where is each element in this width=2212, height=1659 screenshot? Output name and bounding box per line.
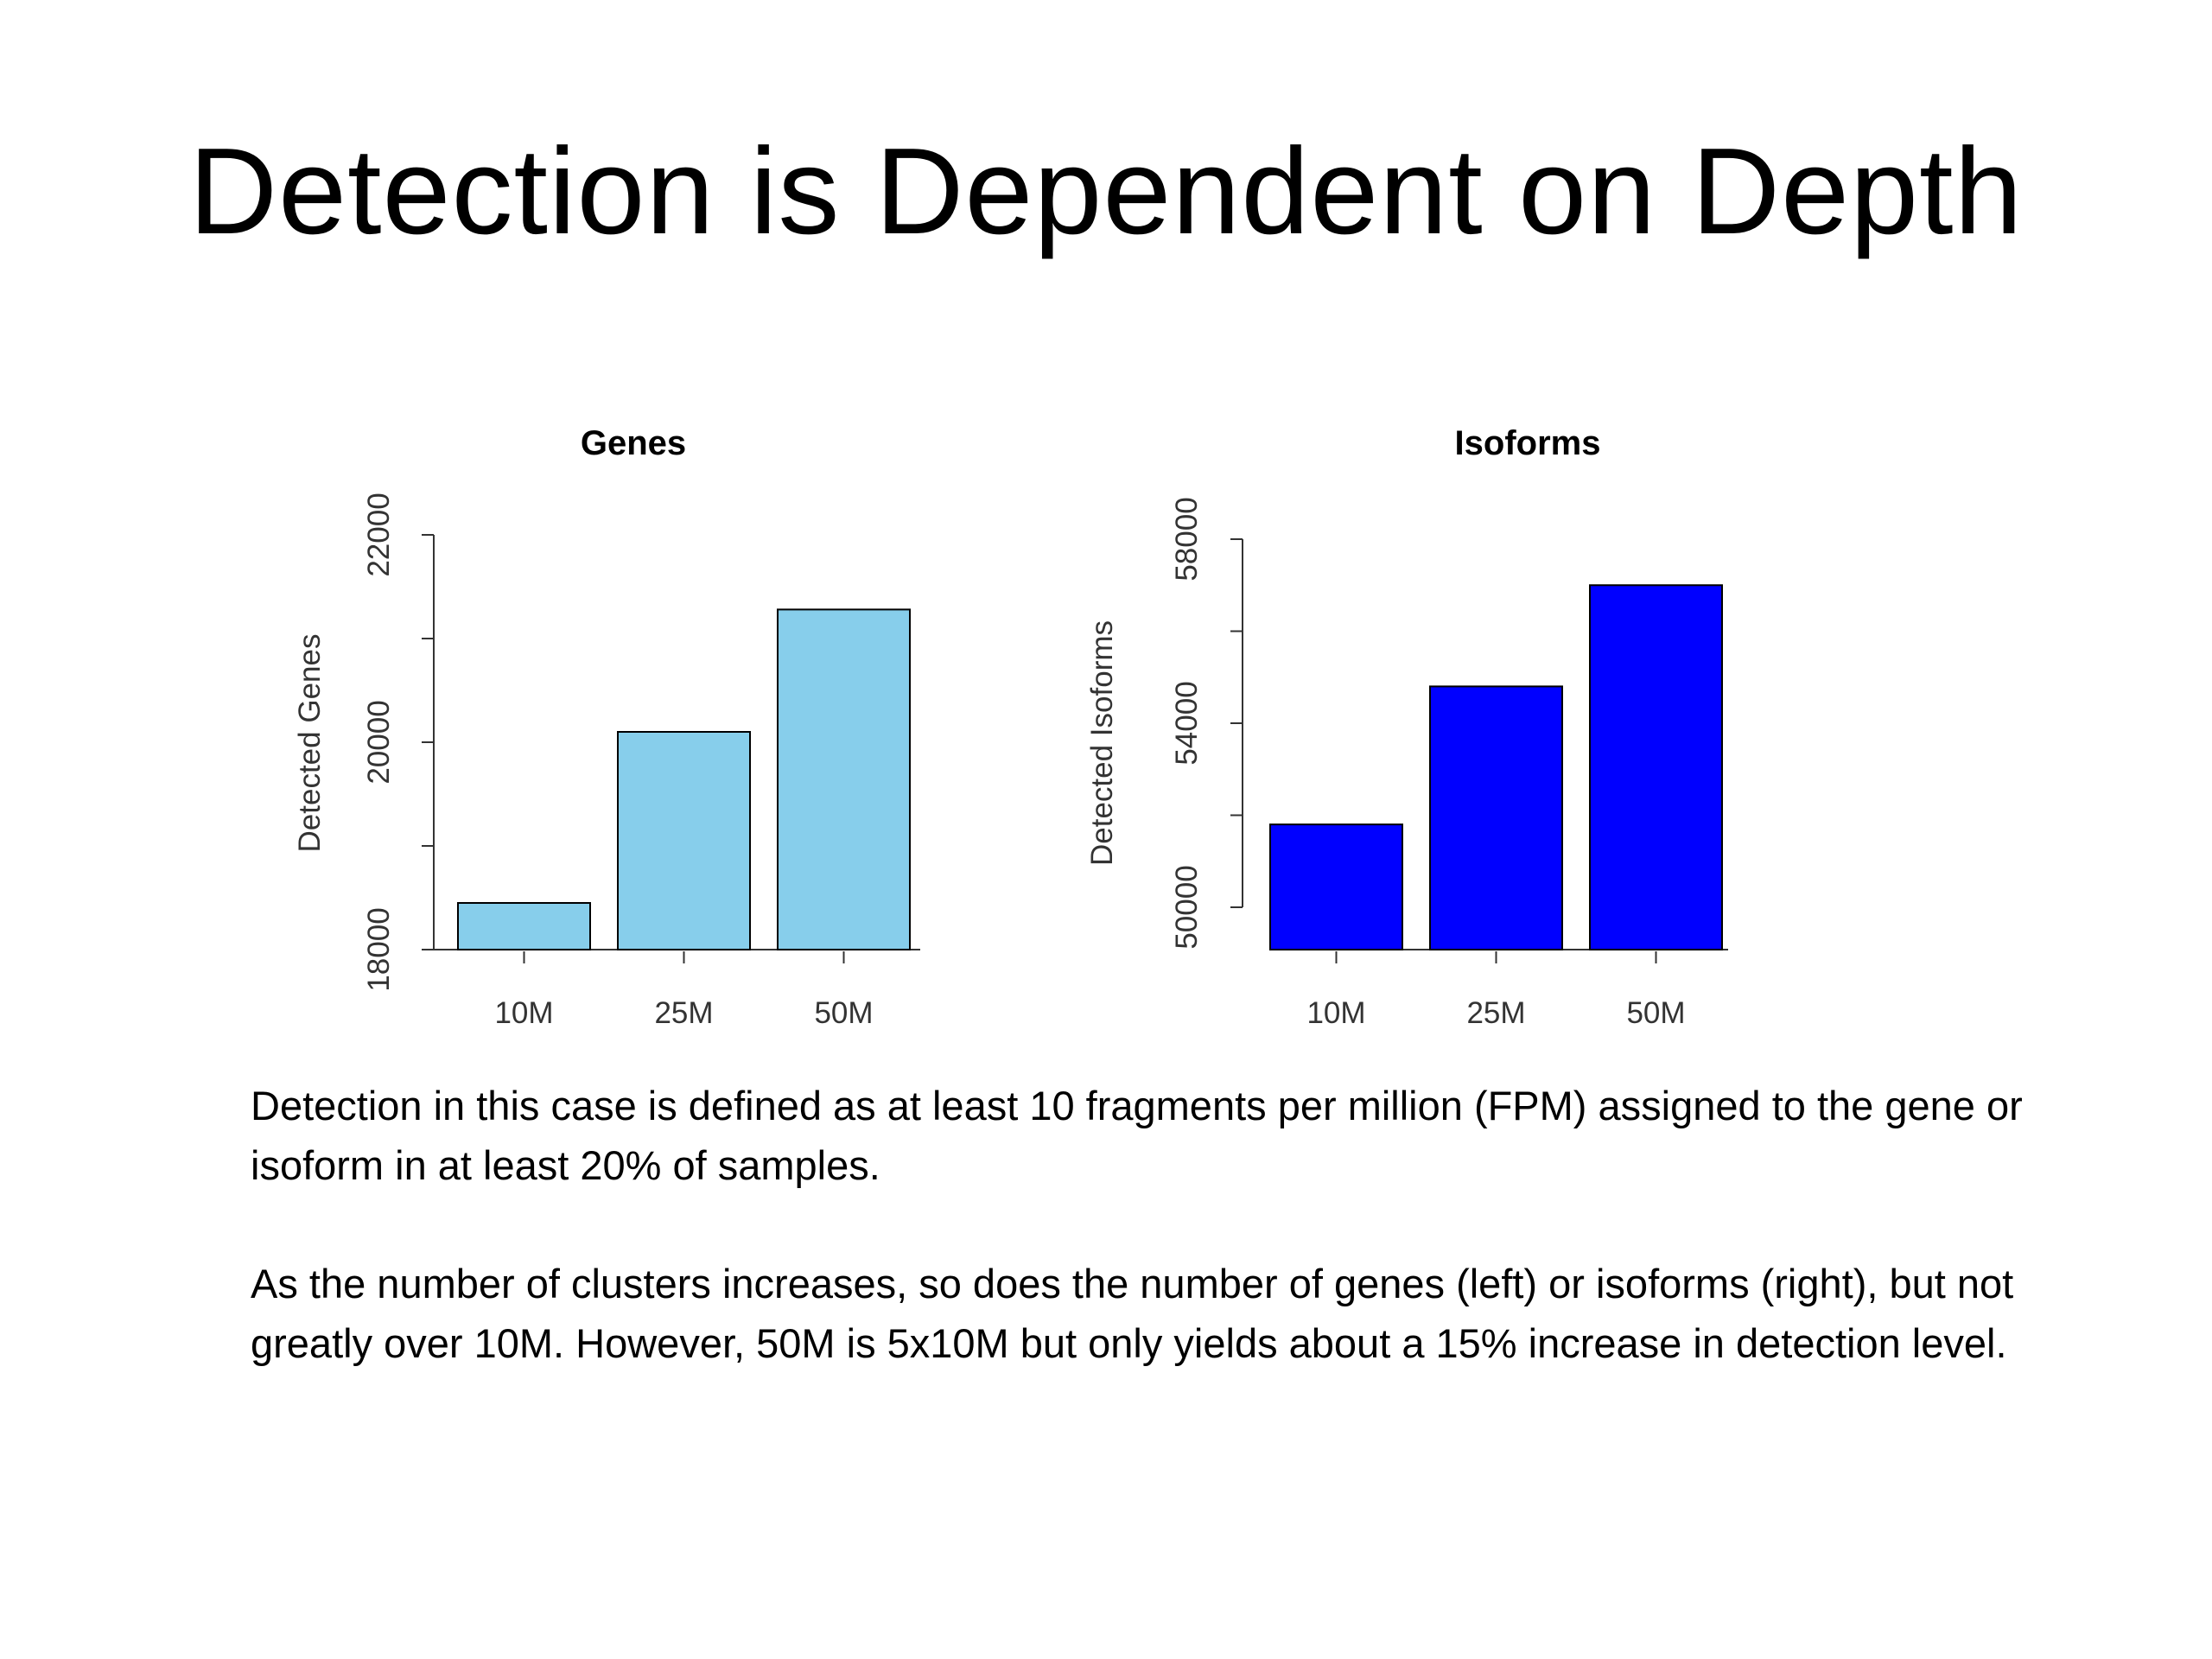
genes-chart-svg: Genes Detected Genes 18000 20000 22000 10M… bbox=[293, 424, 920, 1030]
bar-25m bbox=[1429, 685, 1563, 950]
bars bbox=[1269, 584, 1723, 950]
isoforms-chart: Isoforms Detected Isoforms 50000 54000 580… bbox=[1063, 406, 1840, 1067]
body-paragraph-findings: As the number of clusters increases, so … bbox=[251, 1261, 2014, 1366]
y-tick-label: 58000 bbox=[1170, 497, 1204, 581]
y-axis-label: Detected Genes bbox=[293, 634, 327, 853]
y-tick-label: 20000 bbox=[362, 700, 396, 784]
bar-50m bbox=[1589, 584, 1723, 950]
bar-10m bbox=[1269, 823, 1403, 950]
genes-chart: Genes Detected Genes 18000 20000 22000 10M… bbox=[251, 406, 1028, 1067]
slide-title: Detection is Dependent on Depth bbox=[188, 123, 2024, 260]
x-tick-label: 25M bbox=[654, 996, 713, 1030]
x-ticks: 10M 25M 50M bbox=[494, 951, 874, 1030]
x-tick-label: 10M bbox=[494, 996, 553, 1030]
x-tick-label: 25M bbox=[1466, 996, 1525, 1030]
y-ticks: 50000 54000 58000 bbox=[1170, 497, 1243, 950]
y-axis-label: Detected Isoforms bbox=[1085, 620, 1119, 866]
chart-title: Genes bbox=[581, 424, 686, 462]
y-tick-label: 50000 bbox=[1170, 865, 1204, 949]
isoforms-chart-svg: Isoforms Detected Isoforms 50000 54000 580… bbox=[1085, 424, 1728, 1030]
bar-25m bbox=[617, 731, 751, 950]
bar-50m bbox=[777, 608, 911, 950]
bar-10m bbox=[457, 902, 591, 950]
slide-body: Detection in this case is defined as at … bbox=[251, 1076, 2031, 1432]
chart-title: Isoforms bbox=[1455, 424, 1601, 462]
body-paragraph-definition: Detection in this case is defined as at … bbox=[251, 1083, 2023, 1188]
y-ticks: 18000 20000 22000 bbox=[362, 493, 434, 992]
y-tick-label: 54000 bbox=[1170, 681, 1204, 765]
y-tick-label: 22000 bbox=[362, 493, 396, 576]
x-tick-label: 50M bbox=[1626, 996, 1685, 1030]
bars bbox=[457, 608, 911, 950]
x-tick-label: 10M bbox=[1306, 996, 1365, 1030]
x-tick-label: 50M bbox=[814, 996, 873, 1030]
y-tick-label: 18000 bbox=[362, 907, 396, 991]
x-ticks: 10M 25M 50M bbox=[1306, 951, 1686, 1030]
